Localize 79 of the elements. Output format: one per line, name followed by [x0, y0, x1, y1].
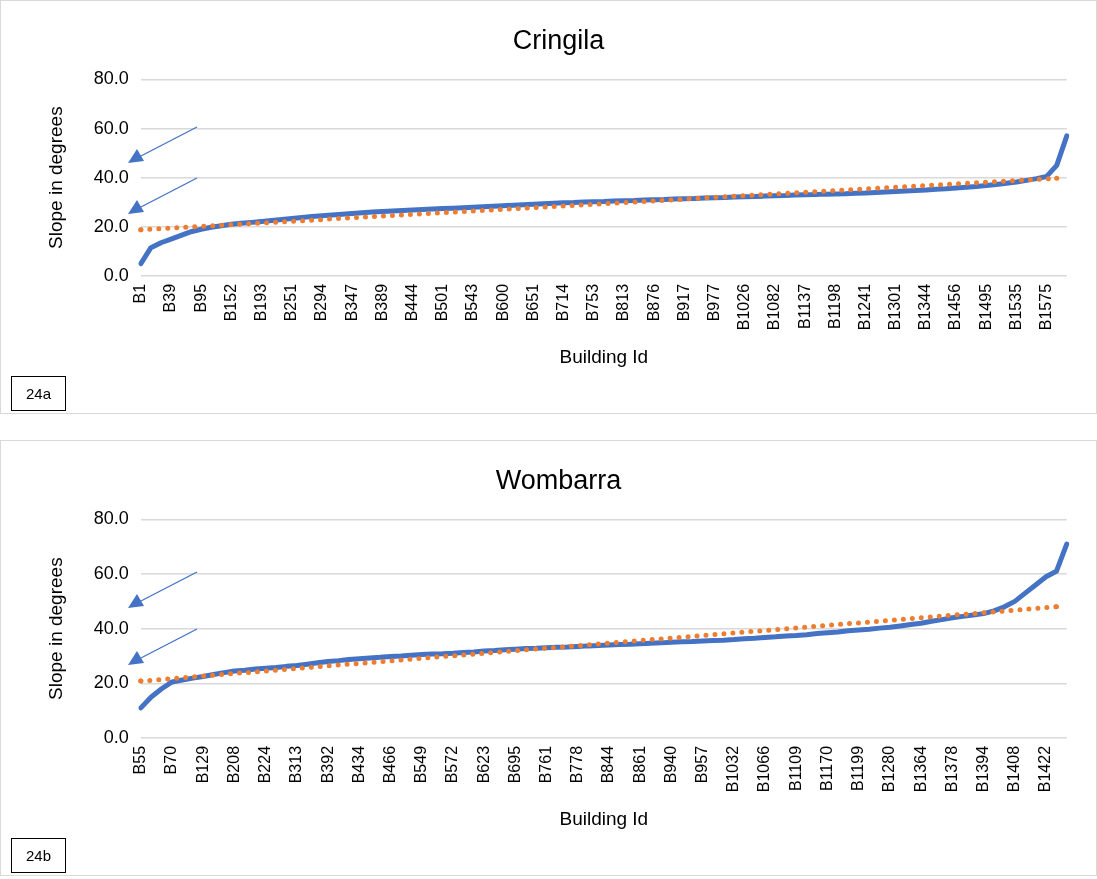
y-tick-label: 0.0 — [103, 726, 129, 747]
x-tick-label: B940 — [661, 745, 679, 784]
y-axis-title: Slope in degrees — [44, 106, 66, 249]
x-tick-label: B651 — [523, 283, 541, 322]
x-tick-label: B313 — [287, 745, 305, 784]
x-tick-label: B1199 — [849, 745, 867, 792]
x-tick-label: B753 — [584, 283, 602, 322]
x-tick-label: B1137 — [795, 283, 813, 330]
x-tick-label: B1241 — [855, 283, 873, 331]
x-tick-label: B434 — [349, 745, 367, 784]
x-tick-label: B224 — [256, 745, 274, 784]
y-tick-label: 60.0 — [93, 117, 129, 138]
x-tick-label: B917 — [674, 283, 692, 322]
x-tick-label: B1066 — [755, 745, 773, 793]
x-tick-label: B389 — [372, 283, 390, 322]
x-tick-label: B861 — [630, 745, 648, 784]
text: 24b — [11, 838, 67, 873]
x-tick-label: B600 — [493, 283, 511, 322]
x-tick-label: B1378 — [942, 745, 960, 793]
x-tick-label: B695 — [505, 745, 523, 784]
y-tick-label: 60.0 — [93, 563, 129, 583]
x-tick-label: B1456 — [946, 283, 964, 331]
y-tick-label: 0.0 — [103, 264, 129, 285]
x-tick-label: B129 — [193, 745, 211, 784]
y-tick-label: 80.0 — [93, 508, 129, 529]
x-tick-label: B1535 — [1006, 283, 1024, 331]
y-tick-label: 40.0 — [93, 166, 129, 187]
y-tick-label: 80.0 — [93, 68, 129, 89]
x-tick-label: B501 — [433, 283, 451, 322]
x-tick-label: B1032 — [724, 745, 742, 793]
x-tick-label: B193 — [252, 283, 270, 322]
x-tick-label: B347 — [342, 283, 360, 322]
y-tick-label: 20.0 — [93, 672, 129, 693]
x-tick-label: B444 — [402, 283, 420, 322]
y-tick-label: 20.0 — [93, 215, 129, 236]
x-tick-label: B1026 — [735, 283, 753, 331]
x-tick-label: B549 — [412, 745, 430, 784]
x-tick-label: B1170 — [817, 745, 835, 792]
x-tick-label: B876 — [644, 283, 662, 322]
x-tick-label: B1364 — [911, 745, 929, 793]
x-tick-label: B957 — [693, 745, 711, 784]
chart-title: Cringila — [512, 24, 606, 55]
x-tick-label: B1301 — [886, 283, 904, 331]
x-tick-label: B543 — [463, 283, 481, 322]
x-tick-label: B55 — [131, 745, 149, 775]
x-axis-title: Building Id — [559, 345, 649, 367]
x-tick-label: B1422 — [1036, 745, 1054, 793]
x-tick-label: B1575 — [1037, 283, 1055, 331]
x-tick-label: B466 — [380, 745, 398, 784]
x-tick-label: B1198 — [825, 283, 843, 330]
x-tick-label: B1408 — [1005, 745, 1023, 793]
chart-title: Wombarra — [495, 464, 623, 495]
x-tick-label: B778 — [568, 745, 586, 784]
x-tick-label: B977 — [704, 283, 722, 322]
x-tick-label: B761 — [537, 745, 554, 784]
x-axis-title: Building Id — [559, 807, 649, 829]
x-tick-label: B251 — [282, 283, 300, 322]
text: 24a — [11, 376, 67, 411]
x-tick-label: B714 — [553, 283, 571, 322]
x-tick-label: B572 — [443, 745, 461, 784]
x-tick-label: B392 — [318, 745, 336, 784]
x-tick-label: B1394 — [973, 745, 991, 793]
x-tick-label: B813 — [614, 283, 632, 322]
x-tick-label: B152 — [221, 283, 239, 322]
x-tick-label: B844 — [599, 745, 617, 784]
x-tick-label: B70 — [162, 745, 180, 775]
x-tick-label: B1109 — [786, 745, 804, 792]
x-tick-label: B1344 — [916, 283, 934, 331]
x-tick-label: B1495 — [976, 283, 994, 331]
y-axis-title: Slope in degrees — [44, 557, 66, 700]
x-tick-label: B1280 — [880, 745, 898, 793]
x-tick-label: B1082 — [765, 283, 783, 331]
x-tick-label: B208 — [224, 745, 242, 784]
x-tick-label: B623 — [474, 745, 492, 784]
y-tick-label: 40.0 — [93, 617, 129, 638]
x-tick-label: B1 — [131, 283, 149, 304]
x-tick-label: B95 — [191, 283, 209, 313]
x-tick-label: B39 — [161, 283, 179, 313]
x-tick-label: B294 — [312, 283, 330, 322]
